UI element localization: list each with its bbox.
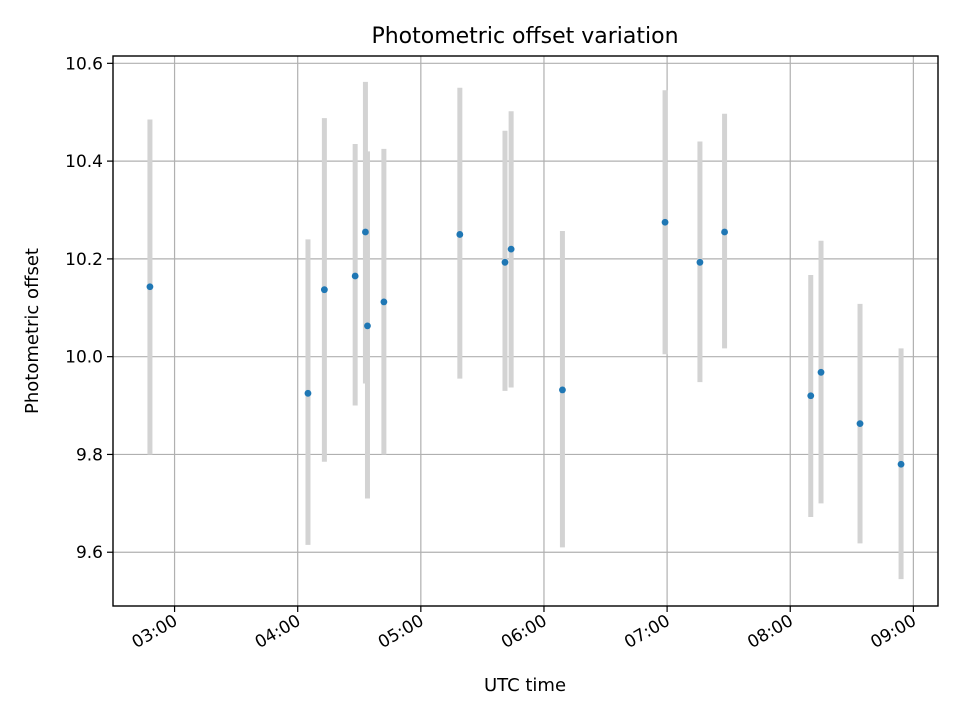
y-tick-label: 10.0 (65, 348, 103, 368)
data-point (362, 228, 369, 236)
x-axis-label: UTC time (484, 675, 566, 696)
data-point (304, 389, 312, 397)
data-point (696, 258, 704, 266)
data-point (661, 218, 669, 226)
chart-title: Photometric offset variation (371, 24, 678, 49)
data-point (380, 298, 388, 306)
data-point (807, 392, 815, 400)
y-axis-label: Photometric offset (22, 248, 43, 414)
data-point-layer (146, 218, 905, 468)
data-point (501, 258, 509, 266)
plot-frame (112, 55, 939, 607)
data-point (351, 272, 359, 280)
y-tick-label: 9.6 (76, 543, 103, 563)
data-point (456, 231, 464, 238)
data-point (721, 228, 728, 236)
data-point (897, 460, 905, 468)
data-point (364, 322, 371, 330)
data-point (559, 386, 566, 394)
y-tick-label: 10.2 (65, 250, 103, 270)
data-point (507, 245, 515, 253)
y-tick-label: 10.6 (65, 54, 103, 74)
y-tick-label: 10.4 (65, 152, 103, 172)
data-point (146, 283, 154, 291)
y-tick-label: 9.8 (76, 445, 103, 465)
data-point (817, 368, 825, 376)
data-point (856, 420, 864, 428)
data-point (320, 286, 328, 294)
